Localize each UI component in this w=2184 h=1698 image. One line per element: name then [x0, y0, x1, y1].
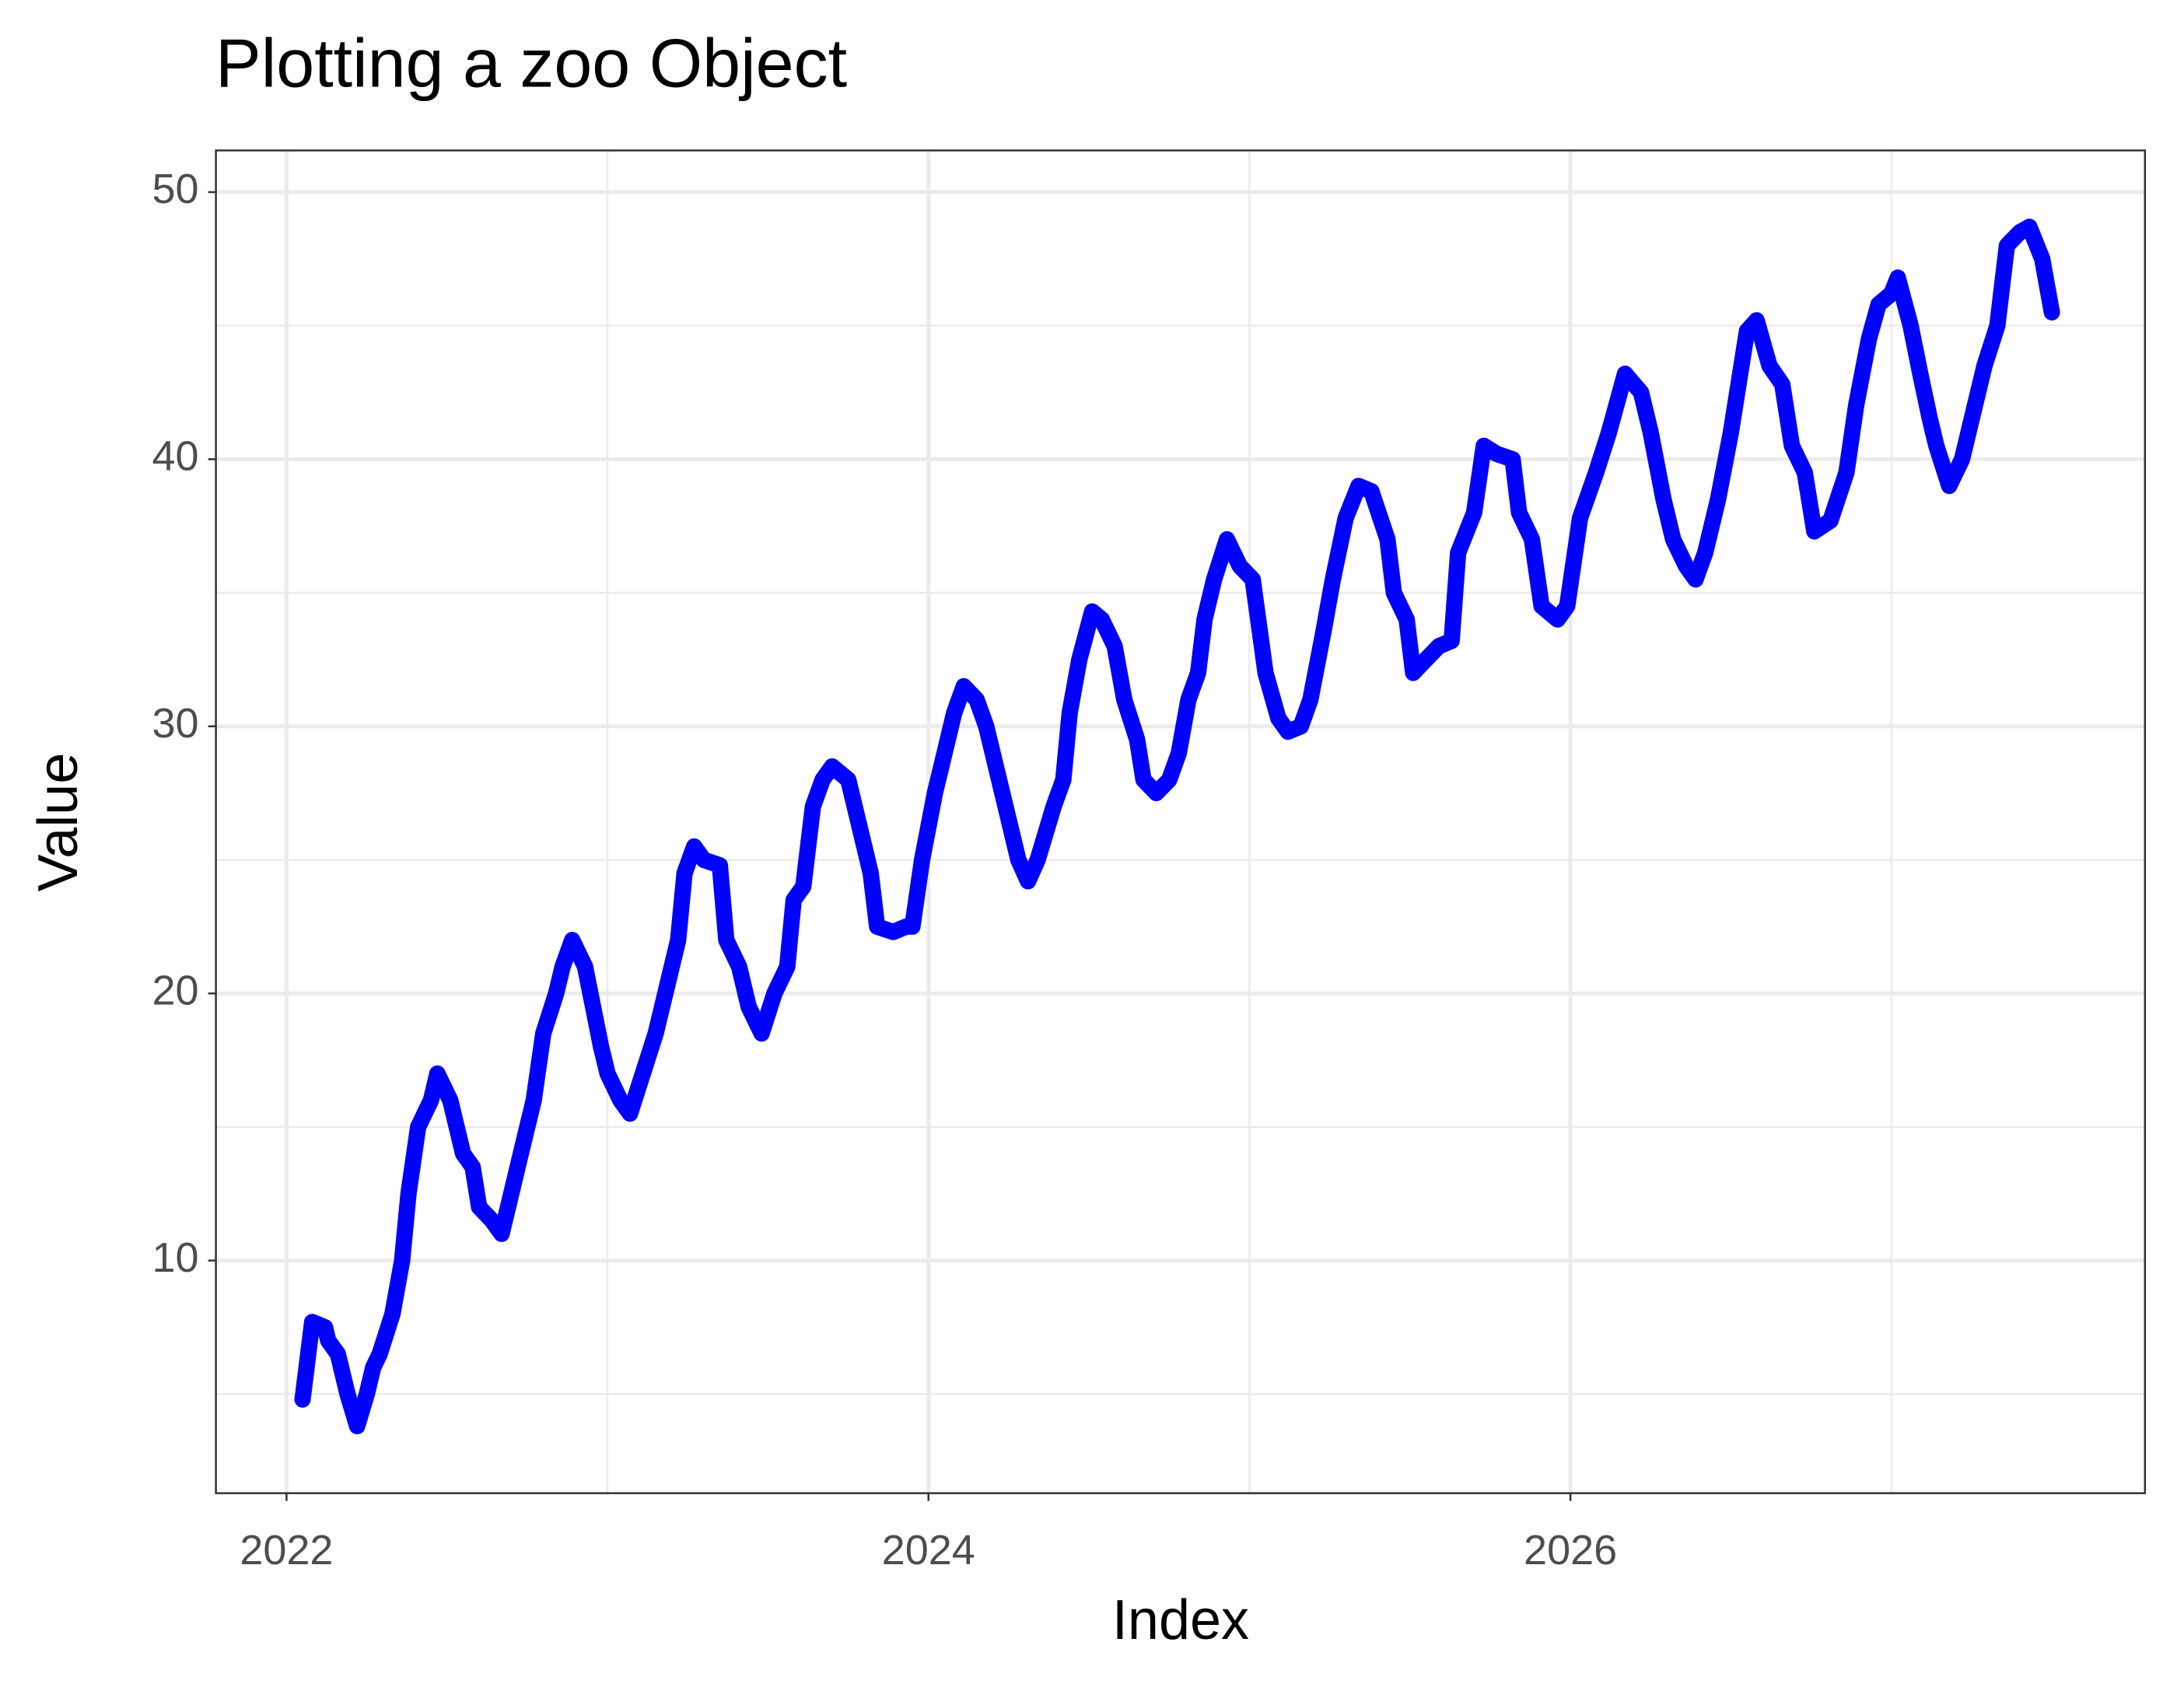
plot-layer: 2022 2024 2026 10 20 30 40 50 [152, 149, 2147, 1574]
x-tick-label: 2024 [882, 1527, 975, 1574]
panel-border [215, 149, 2147, 1494]
y-tick-label: 30 [152, 700, 199, 747]
plot-panel [215, 150, 2145, 1493]
x-tick-label: 2022 [240, 1527, 333, 1574]
y-tick-label: 50 [152, 166, 199, 212]
x-tick-label: 2026 [1524, 1527, 1617, 1574]
chart-title: Plotting a zoo Object [215, 24, 847, 101]
y-tick-label: 10 [152, 1234, 199, 1281]
x-axis-title: Index [1112, 1589, 1249, 1651]
y-axis-title: Value [27, 753, 89, 892]
line-series [294, 219, 2060, 1434]
y-tick-label: 20 [152, 967, 199, 1014]
y-tick-label: 40 [152, 433, 199, 480]
